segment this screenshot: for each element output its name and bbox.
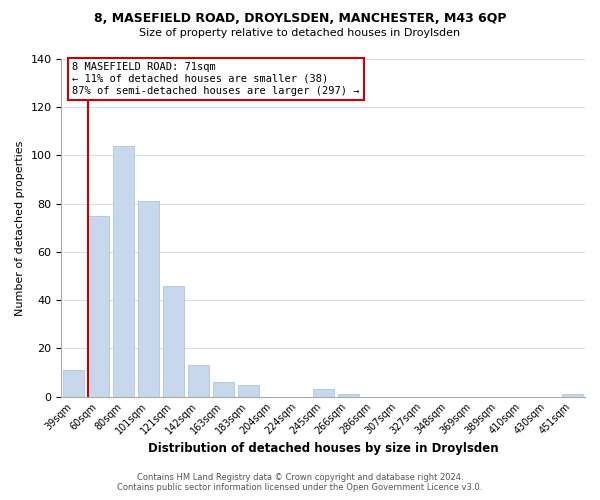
Bar <box>63 370 85 396</box>
Text: Contains HM Land Registry data © Crown copyright and database right 2024.
Contai: Contains HM Land Registry data © Crown c… <box>118 473 482 492</box>
Bar <box>113 146 134 397</box>
Bar <box>562 394 583 396</box>
X-axis label: Distribution of detached houses by size in Droylsden: Distribution of detached houses by size … <box>148 442 499 455</box>
Bar <box>238 384 259 396</box>
Text: Size of property relative to detached houses in Droylsden: Size of property relative to detached ho… <box>139 28 461 38</box>
Y-axis label: Number of detached properties: Number of detached properties <box>15 140 25 316</box>
Bar <box>138 202 159 396</box>
Bar <box>313 390 334 396</box>
Bar <box>338 394 359 396</box>
Bar <box>163 286 184 397</box>
Bar <box>213 382 234 396</box>
Text: 8, MASEFIELD ROAD, DROYLSDEN, MANCHESTER, M43 6QP: 8, MASEFIELD ROAD, DROYLSDEN, MANCHESTER… <box>94 12 506 26</box>
Bar <box>88 216 109 396</box>
Bar <box>188 366 209 396</box>
Text: 8 MASEFIELD ROAD: 71sqm
← 11% of detached houses are smaller (38)
87% of semi-de: 8 MASEFIELD ROAD: 71sqm ← 11% of detache… <box>72 62 359 96</box>
